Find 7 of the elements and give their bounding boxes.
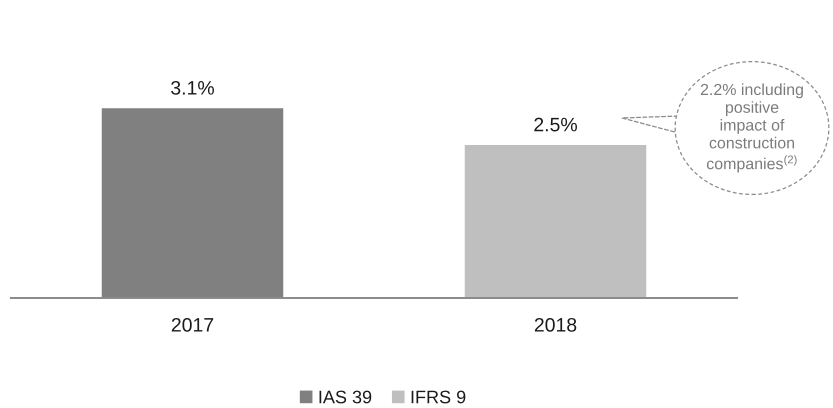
legend-label: IFRS 9 (412, 390, 466, 404)
x-tick-label: 2017 (172, 318, 214, 332)
data-label: 3.1% (171, 80, 214, 95)
annotation: 2.2% including positive impact of construction companies$^{(2)}$ (700, 83, 803, 172)
data-label: 2.5% (534, 118, 577, 132)
legend-label: IAS 39 (320, 390, 372, 404)
x-tick-label: 2018 (534, 318, 576, 332)
